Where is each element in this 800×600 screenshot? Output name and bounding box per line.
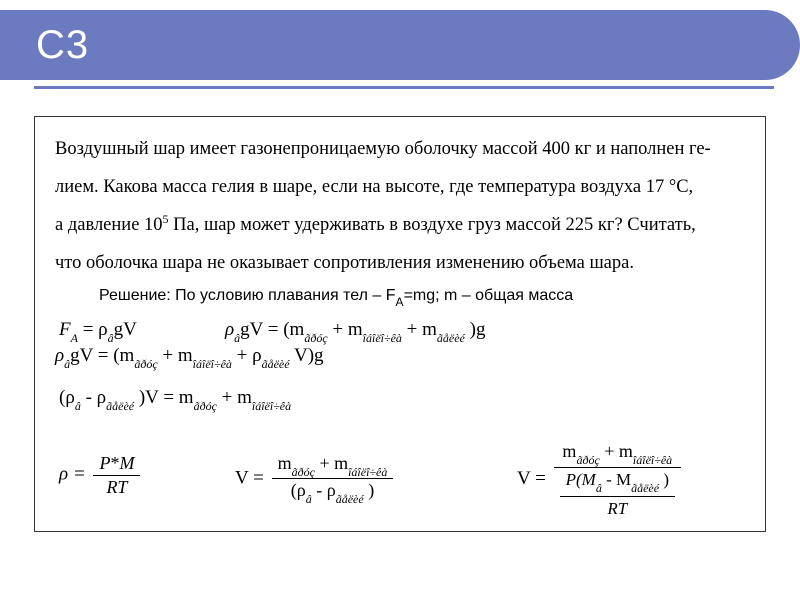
problem-line-4: что оболочка шара не оказывает сопротивл…	[55, 253, 634, 273]
frac-v1: mãðóç + mîáîëî÷êà (ρâ - ρãåëèé )	[272, 453, 394, 505]
problem-text: Воздушный шар имеет газонепроницаемую об…	[55, 131, 745, 283]
v2-num-s1: ãðóç	[576, 453, 599, 467]
v1-den-s1: â	[306, 492, 312, 506]
v2-inner-den: RT	[560, 497, 675, 519]
equations-area: FA = ρâgV ρâgV = (mãðóç + mîáîëî÷êà + mã…	[55, 315, 745, 525]
v1-num-s1: ãðóç	[292, 465, 315, 479]
frac-v2-inner: P(Mâ - Mãåëèé ) RT	[560, 470, 675, 518]
eq-v2-lhs: V =	[517, 468, 551, 489]
eq-line2: ρâgV = (mãðóç + mîáîëî÷êà + ρãåëèé V)g	[55, 345, 324, 370]
eq-l2-s4: ãåëèé	[262, 357, 290, 371]
problem-line-1: Воздушный шар имеет газонепроницаемую об…	[55, 139, 711, 159]
solution-intro-b: =mg; m – общая масса	[404, 287, 574, 304]
eq-l3-s1: â	[75, 399, 81, 413]
title-banner: С3	[0, 10, 800, 80]
eq-r1-e: )g	[465, 319, 486, 340]
v2-den-s1: â	[596, 481, 602, 495]
solution-intro-sub: A	[396, 295, 404, 309]
slide: С3 Воздушный шар имеет газонепроницаемую…	[0, 0, 800, 600]
eq-l2-s2: ãðóç	[134, 357, 157, 371]
problem-line-3a: а давление 10	[55, 215, 163, 235]
content-box: Воздушный шар имеет газонепроницаемую об…	[34, 116, 766, 532]
v2-num-plus: + m	[600, 441, 633, 461]
eq-l3-d: + m	[217, 387, 252, 408]
eq-r1-d: + m	[402, 319, 437, 340]
eq-l3-c: )V = m	[134, 387, 193, 408]
eq-l3-s2: ãåëèé	[106, 399, 134, 413]
v2-num-s2: îáîëî÷êà	[633, 453, 672, 467]
v2-inner-num: P(Mâ - Mãåëèé )	[560, 470, 675, 496]
eq-l2-d: + ρ	[232, 345, 262, 366]
problem-line-3b: Па, шар может удерживать в воздухе груз …	[169, 215, 696, 235]
eq-fa-eq: = ρ	[78, 319, 108, 340]
frac-rho-den: RT	[93, 476, 140, 498]
rho-num-M: M	[119, 453, 134, 473]
v1-den-s2: ãåëèé	[336, 492, 364, 506]
v2-den-a: P(M	[566, 470, 596, 489]
eq-v2: V = mãðóç + mîáîëî÷êà P(Mâ - Mãåëèé ) RT	[517, 441, 684, 518]
frac-v2-den: P(Mâ - Mãåëèé ) RT	[554, 468, 681, 518]
v2-den-c: )	[659, 470, 669, 489]
v2-num-m1: m	[562, 441, 576, 461]
v1-den-a: (ρ	[291, 480, 306, 500]
title-underline	[34, 86, 774, 89]
frac-rho: P*M RT	[93, 453, 140, 497]
eq-r1-s2: ãðóç	[304, 331, 327, 345]
eq-fa-sub: A	[71, 331, 78, 345]
solution-intro: Решение: По условию плавания тел – FA=mg…	[99, 287, 745, 307]
v1-num-m1: m	[278, 453, 292, 473]
solution-intro-a: Решение: По условию плавания тел – F	[99, 287, 396, 304]
frac-v2: mãðóç + mîáîëî÷êà P(Mâ - Mãåëèé ) RT	[554, 441, 681, 518]
frac-v1-den: (ρâ - ρãåëèé )	[272, 479, 394, 504]
eq-v1: V = mãðóç + mîáîëî÷êà (ρâ - ρãåëèé )	[235, 453, 396, 505]
frac-v2-num: mãðóç + mîáîëî÷êà	[554, 441, 681, 468]
v1-den-b: - ρ	[312, 480, 336, 500]
eq-l3-a: (ρ	[59, 387, 75, 408]
v2-den-s2: ãåëèé	[631, 481, 659, 495]
eq-v1-lhs: V =	[235, 467, 269, 488]
eq-l3-b: - ρ	[81, 387, 106, 408]
eq-l2-c: + m	[158, 345, 193, 366]
eq-r1-rho: ρ	[225, 319, 234, 340]
eq-l3-s3: ãðóç	[194, 399, 217, 413]
eq-sum-masses: ρâgV = (mãðóç + mîáîëî÷êà + mãåëèé )g	[225, 319, 485, 344]
eq-fa-F: F	[59, 319, 71, 340]
eq-r1-s1: â	[234, 331, 240, 345]
frac-rho-num: P*M	[93, 453, 140, 476]
eq-fa-rhosub: â	[108, 331, 114, 345]
v2-den-b: - M	[602, 470, 631, 489]
eq-fa: FA = ρâgV	[59, 319, 137, 344]
eq-rho-lhs: ρ =	[59, 464, 90, 485]
v1-den-c: )	[364, 480, 375, 500]
eq-l2-s1: â	[64, 357, 70, 371]
eq-l2-rho: ρ	[55, 345, 64, 366]
frac-v1-num: mãðóç + mîáîëî÷êà	[272, 453, 394, 479]
eq-line3: (ρâ - ρãåëèé )V = mãðóç + mîáîëî÷êà	[59, 387, 291, 412]
eq-l3-s4: îáîëî÷êà	[252, 399, 291, 413]
problem-line-2: лием. Какова масса гелия в шаре, если на…	[55, 177, 693, 197]
v1-num-plus: + m	[315, 453, 348, 473]
eq-fa-gv: gV	[114, 319, 137, 340]
eq-r1-b: gV = (m	[240, 319, 304, 340]
eq-r1-s3: îáîëî÷êà	[363, 331, 402, 345]
eq-r1-s4: ãåëèé	[437, 331, 465, 345]
v1-num-s2: îáîëî÷êà	[348, 465, 387, 479]
slide-title: С3	[36, 23, 89, 68]
rho-num-P: P	[99, 453, 110, 473]
eq-l2-e: V)g	[290, 345, 324, 366]
eq-l2-s3: îáîëî÷êà	[193, 357, 232, 371]
eq-rho-frac: ρ = P*M RT	[59, 453, 143, 497]
eq-r1-c: + m	[328, 319, 363, 340]
eq-l2-b: gV = (m	[70, 345, 134, 366]
